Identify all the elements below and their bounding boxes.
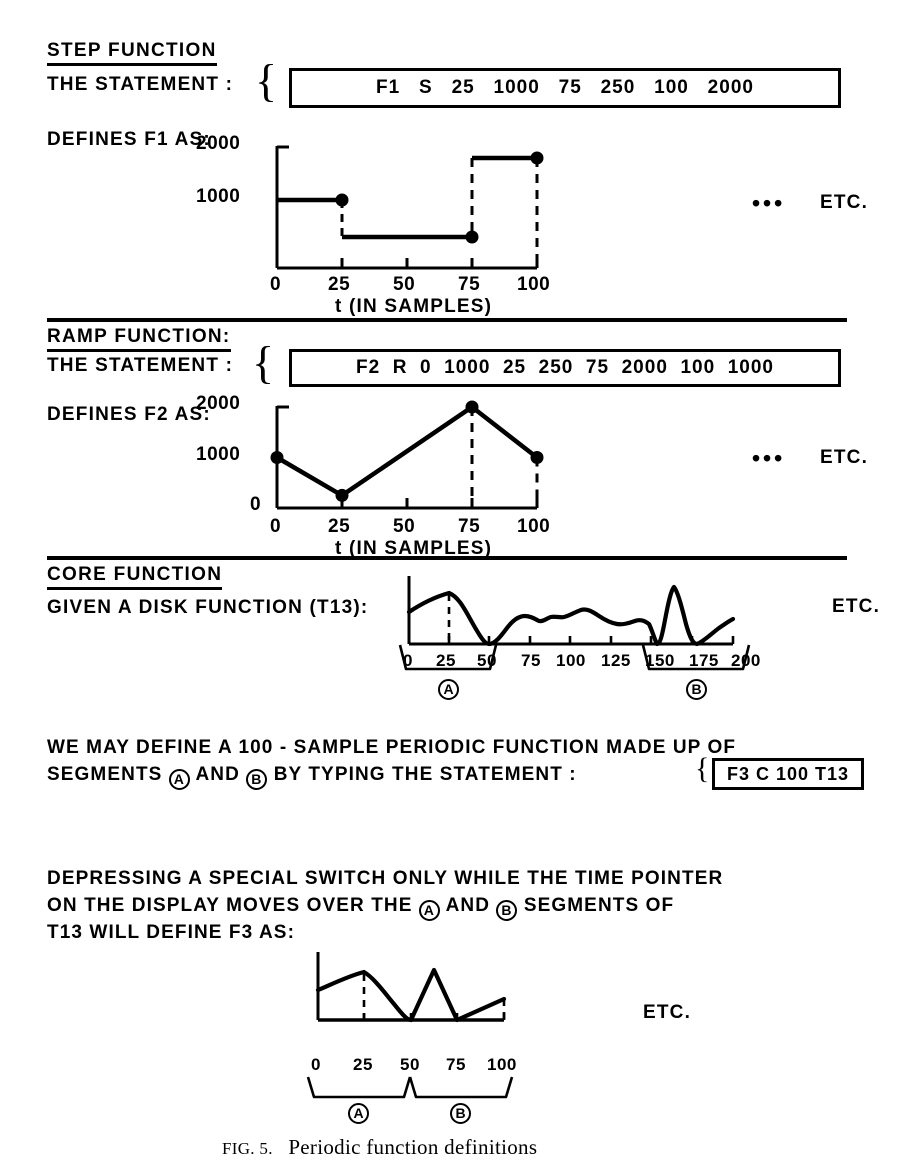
disk-chart-xlabel-125: 125 xyxy=(601,651,631,670)
f3-function-chart xyxy=(308,952,608,1052)
core-paragraph-2-line-3: T13 WILL DEFINE F3 AS: xyxy=(47,922,295,943)
step-chart-xlabel-50: 50 xyxy=(393,274,416,295)
circled-b: B xyxy=(496,899,518,921)
circled-b: B xyxy=(686,678,707,700)
circled-b: B xyxy=(246,768,268,790)
step-chart-marker xyxy=(465,230,479,244)
step-chart-xaxis-title: t (IN SAMPLES) xyxy=(335,296,493,317)
figure-caption-text: Periodic function definitions xyxy=(288,1135,538,1159)
ramp-statement-label: THE STATEMENT : xyxy=(47,355,234,376)
disk-chart-xlabel-175: 175 xyxy=(689,651,719,670)
circled-a: A xyxy=(418,899,440,921)
para1-typing-text: BY TYPING THE STATEMENT : xyxy=(267,764,577,785)
f3-chart-xlabel-50: 50 xyxy=(400,1055,420,1074)
step-statement-label: THE STATEMENT : xyxy=(47,74,234,95)
f3-chart-segment-b xyxy=(408,967,507,1023)
step-defines-label: DEFINES F1 AS: xyxy=(47,129,211,150)
figure-caption: FIG. 5. Periodic function definitions xyxy=(222,1135,537,1160)
ramp-chart-xlabel-100: 100 xyxy=(517,516,551,537)
core-given-label: GIVEN A DISK FUNCTION (T13): xyxy=(47,597,369,618)
ramp-statement-brace: { xyxy=(252,337,275,388)
disk-chart-xlabel-150: 150 xyxy=(645,651,675,670)
ramp-chart-marker xyxy=(335,488,349,502)
para2-display-text: ON THE DISPLAY MOVES OVER THE xyxy=(47,895,419,916)
disk-chart-waveform xyxy=(406,584,736,647)
f3-chart-segment-a-label: A xyxy=(348,1101,369,1124)
step-chart-marker xyxy=(335,193,349,207)
ramp-chart-etc-dots: ••• xyxy=(752,445,786,471)
section-divider-2 xyxy=(47,556,847,560)
disk-chart-xlabel-75: 75 xyxy=(521,651,541,670)
circled-a: A xyxy=(438,678,459,700)
f3-statement-brace: { xyxy=(695,752,710,785)
f3-chart-segment-b-label: B xyxy=(450,1101,471,1124)
f3-chart-xlabel-100: 100 xyxy=(487,1055,517,1074)
core-function-heading: CORE FUNCTION xyxy=(47,564,223,590)
disk-chart-xlabel-0: 0 xyxy=(403,651,413,670)
disk-chart-segment-b-label: B xyxy=(686,677,707,700)
core-paragraph-1-line-1: WE MAY DEFINE A 100 - SAMPLE PERIODIC FU… xyxy=(47,737,737,758)
core-paragraph-2-line-2: ON THE DISPLAY MOVES OVER THE A AND B SE… xyxy=(47,893,674,921)
ramp-function-chart xyxy=(247,398,807,538)
disk-chart-brace-b xyxy=(641,644,751,677)
para2-segments-text: SEGMENTS OF xyxy=(517,895,675,916)
core-paragraph-2-line-1: DEPRESSING A SPECIAL SWITCH ONLY WHILE T… xyxy=(47,868,724,889)
f3-chart-xlabel-25: 25 xyxy=(353,1055,373,1074)
ramp-chart-ylabel-1000: 1000 xyxy=(196,444,241,465)
step-chart-etc-dots: ••• xyxy=(752,190,786,216)
ramp-chart-xaxis-title: t (IN SAMPLES) xyxy=(335,538,493,559)
f3-chart-brace-a xyxy=(306,1076,412,1105)
step-chart-xlabel-75: 75 xyxy=(458,274,481,295)
ramp-chart-ylabel-2000: 2000 xyxy=(196,393,241,414)
para2-and-text: AND xyxy=(439,895,497,916)
step-chart-marker xyxy=(530,151,544,165)
ramp-chart-ylabel-0: 0 xyxy=(250,494,262,515)
f3-statement-box[interactable]: F3 C 100 T13 xyxy=(712,758,864,790)
ramp-chart-marker xyxy=(530,451,544,464)
disk-chart-etc-label: ETC. xyxy=(832,596,881,617)
f3-chart-xlabel-75: 75 xyxy=(446,1055,466,1074)
para1-and-text: AND xyxy=(189,764,247,785)
circled-a: A xyxy=(168,768,190,790)
step-chart-xlabel-0: 0 xyxy=(270,274,282,295)
step-statement-box[interactable]: F1 S 25 1000 75 250 100 2000 xyxy=(289,68,841,108)
step-statement-brace: { xyxy=(255,55,278,106)
disk-function-chart xyxy=(403,572,823,672)
para1-segments-text: SEGMENTS xyxy=(47,764,169,785)
ramp-chart-marker xyxy=(465,400,479,414)
ramp-chart-xlabel-25: 25 xyxy=(328,516,351,537)
f3-chart-segment-a xyxy=(315,969,414,1023)
step-chart-xlabel-25: 25 xyxy=(328,274,351,295)
step-chart-ylabel-1000: 1000 xyxy=(196,186,241,207)
core-paragraph-1-line-2: SEGMENTS A AND B BY TYPING THE STATEMENT… xyxy=(47,762,577,790)
disk-chart-segment-a-label: A xyxy=(438,677,459,700)
step-chart-xlabel-100: 100 xyxy=(517,274,551,295)
ramp-chart-line xyxy=(275,404,539,498)
ramp-chart-etc-label: ETC. xyxy=(820,447,869,468)
f3-chart-brace-b xyxy=(408,1076,514,1105)
ramp-statement-box[interactable]: F2 R 0 1000 25 250 75 2000 100 1000 xyxy=(289,349,841,387)
disk-chart-brace-a xyxy=(398,644,498,677)
ramp-function-heading: RAMP FUNCTION: xyxy=(47,326,231,352)
step-chart-ylabel-2000: 2000 xyxy=(196,133,241,154)
step-function-chart xyxy=(247,140,807,300)
ramp-chart-marker xyxy=(270,451,284,464)
disk-chart-xlabel-100: 100 xyxy=(556,651,586,670)
ramp-chart-xlabel-50: 50 xyxy=(393,516,416,537)
step-chart-etc-label: ETC. xyxy=(820,192,869,213)
ramp-chart-xlabel-75: 75 xyxy=(458,516,481,537)
ramp-chart-xlabel-0: 0 xyxy=(270,516,282,537)
f3-chart-etc-label: ETC. xyxy=(643,1002,692,1023)
circled-a: A xyxy=(348,1102,369,1124)
disk-chart-xlabel-25: 25 xyxy=(436,651,456,670)
f3-chart-xlabel-0: 0 xyxy=(311,1055,321,1074)
ramp-defines-label: DEFINES F2 AS: xyxy=(47,404,211,425)
circled-b: B xyxy=(450,1102,471,1124)
step-function-heading: STEP FUNCTION xyxy=(47,40,217,66)
section-divider-1 xyxy=(47,318,847,322)
figure-caption-label: FIG. 5. xyxy=(222,1139,273,1158)
